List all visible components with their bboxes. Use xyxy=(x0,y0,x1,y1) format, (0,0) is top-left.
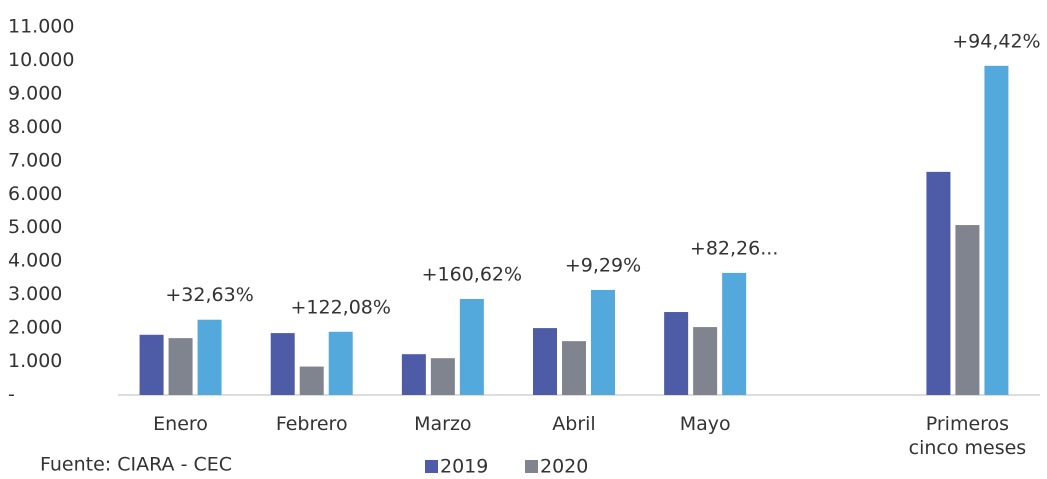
x-tick-label: Febrero xyxy=(275,413,348,435)
bar xyxy=(197,319,222,395)
x-tick-label: Enero xyxy=(153,413,208,435)
legend-swatch xyxy=(525,460,538,473)
legend-label: 2019 xyxy=(440,456,488,478)
x-tick-label: Marzo xyxy=(414,413,472,435)
y-tick-label: 8.000 xyxy=(8,116,62,138)
legend-label: 2020 xyxy=(540,456,588,478)
y-tick-label: 11.000 xyxy=(8,16,74,38)
y-tick-label: 5.000 xyxy=(8,216,62,238)
bar xyxy=(591,289,615,395)
annotation: +82,26... xyxy=(690,237,778,259)
legend-swatch xyxy=(425,460,438,473)
y-tick-label: 6.000 xyxy=(8,183,62,205)
annotation: +32,63% xyxy=(165,284,253,306)
x-tick-label: Primeros cinco meses xyxy=(908,413,1027,459)
bar xyxy=(299,366,324,395)
y-tick-label: 2.000 xyxy=(8,317,62,339)
x-tick-label: Abril xyxy=(552,413,596,435)
bar xyxy=(693,327,718,395)
bar xyxy=(430,358,455,395)
bar xyxy=(955,225,980,395)
bar xyxy=(562,341,586,395)
annotation: +122,08% xyxy=(290,296,390,318)
bar xyxy=(926,171,951,395)
bar xyxy=(533,328,557,395)
x-tick-label: Mayo xyxy=(679,413,731,435)
y-tick-label: 9.000 xyxy=(8,82,62,104)
y-tick-label: 10.000 xyxy=(8,49,74,71)
bar xyxy=(168,338,193,395)
bar xyxy=(401,354,426,395)
bar xyxy=(328,331,353,395)
y-tick-label: 7.000 xyxy=(8,149,62,171)
bar xyxy=(139,334,164,395)
source: Fuente: CIARA - CEC xyxy=(40,454,232,476)
annotation: +160,62% xyxy=(422,263,522,285)
y-tick-label: - xyxy=(8,384,15,406)
y-tick-label: 3.000 xyxy=(8,283,62,305)
bar xyxy=(664,312,689,395)
annotation: +9,29% xyxy=(565,254,641,276)
bar xyxy=(459,298,484,395)
bar xyxy=(722,272,747,395)
bar xyxy=(270,333,295,395)
y-tick-label: 4.000 xyxy=(8,250,62,272)
y-tick-label: 1.000 xyxy=(8,350,62,372)
bar xyxy=(984,65,1009,395)
annotation: +94,42% xyxy=(952,30,1040,52)
